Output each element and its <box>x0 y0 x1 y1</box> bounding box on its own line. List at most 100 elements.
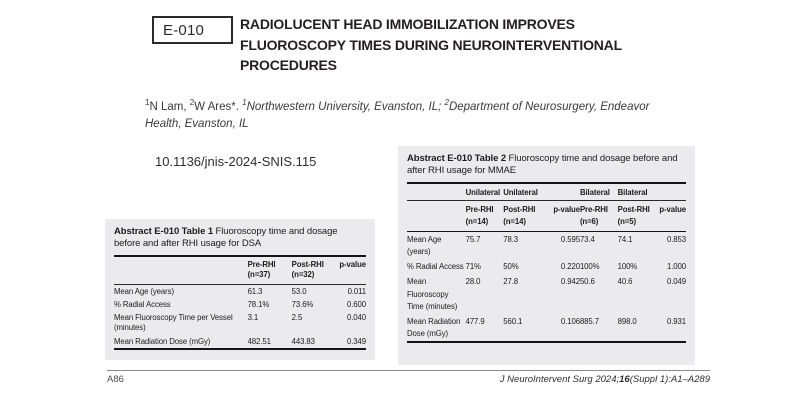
table-row: Mean Radiation Dose (mGy) 477.9 560.1 0.… <box>407 314 686 342</box>
page-number: A86 <box>107 374 124 385</box>
cell-pvalue: 0.106 <box>560 316 580 326</box>
table1: Pre-RHI (n=37) Post-RHI (n=32) p-value M… <box>114 255 366 350</box>
table2-header-post-uni: Post-RHI (n=14) <box>503 200 547 233</box>
page-footer: A86 J NeuroIntervent Surg 2024;16(Suppl … <box>107 370 710 385</box>
cell: 100% <box>617 262 638 272</box>
cell: 560.1 <box>503 316 523 326</box>
cell: 50.6 <box>579 277 595 287</box>
cell: 477.9 <box>465 316 485 326</box>
cell: 71% <box>465 262 481 272</box>
table2: Unilateral Unilateral Bilateral Bilatera… <box>407 182 686 343</box>
abstract-id-box: E-010 <box>152 16 233 44</box>
table1-header-pvalue: p-value <box>335 256 366 285</box>
cell: 75.7 <box>465 235 481 245</box>
row-label: Mean Radiation Dose (mGy) <box>114 336 211 346</box>
row-label: Mean Age (years) <box>114 286 174 296</box>
table1-header-empty <box>114 256 248 285</box>
cell-pre: 78.1% <box>247 299 270 309</box>
row-label: Mean Radiation Dose (mGy) <box>407 316 461 338</box>
cell-pvalue: 0.040 <box>346 313 366 323</box>
table2-title-caption: Fluoroscopy time and dosage before and a… <box>407 153 678 176</box>
affiliation-1: Northwestern University, Evanston, IL; <box>246 100 445 113</box>
cell-pvalue: 0.220 <box>560 262 580 272</box>
table-row: % Radial Access 78.1% 73.6% 0.600 <box>114 298 366 311</box>
table2-group-bilateral-2: Bilateral <box>617 183 653 202</box>
table2-group-unilateral-2: Unilateral <box>503 183 547 202</box>
cell-pvalue: 0.942 <box>560 277 580 287</box>
title-line-3: PROCEDURES <box>240 57 337 73</box>
row-label: Mean Age (years) <box>407 235 442 257</box>
cell-post: 443.83 <box>291 336 315 346</box>
table2-panel: Abstract E-010 Table 2 Fluoroscopy time … <box>398 146 695 365</box>
row-label: Mean Fluoroscopy Time per Vessel (minute… <box>114 313 233 333</box>
row-label: % Radial Access <box>114 299 171 309</box>
table2-header-row: Pre-RHI (n=14) Post-RHI (n=14) p-value P… <box>407 200 686 233</box>
journal-reference: J NeuroIntervent Surg 2024;16(Suppl 1):A… <box>500 374 710 385</box>
table2-group-empty <box>407 183 466 202</box>
table2-header-pre-uni: Pre-RHI (n=14) <box>465 200 504 233</box>
table2-group-blank-2 <box>652 183 686 202</box>
cell: 73.4 <box>579 235 595 245</box>
table2-header-pvalue-bi: p-value <box>652 200 686 233</box>
table-row: Mean Age (years) 61.3 53.0 0.011 <box>114 284 366 298</box>
table2-header-pvalue-uni: p-value <box>546 200 580 233</box>
cell-pvalue: 0.600 <box>346 299 366 309</box>
author-1-sup: 1 <box>145 98 150 107</box>
authors-line: 1N Lam, 2W Ares*. 1Northwestern Universi… <box>145 94 660 133</box>
cell-post: 53.0 <box>291 286 307 296</box>
row-label: Mean Fluoroscopy Time (minutes) <box>407 277 458 311</box>
cell-pvalue: 1.000 <box>666 262 686 272</box>
cell: 74.1 <box>617 235 633 245</box>
title-line-2: FLUOROSCOPY TIMES DURING NEUROINTERVENTI… <box>240 36 622 53</box>
cell-pre: 3.1 <box>247 313 259 323</box>
cell-pvalue: 0.931 <box>666 316 686 326</box>
affiliation-2: Department of Neurosurgery, Endeavor Hea… <box>145 100 650 130</box>
cell: 40.6 <box>617 277 633 287</box>
table2-header-post-bi: Post-RHI (n=5) <box>617 200 653 233</box>
table2-title: Abstract E-010 Table 2 Fluoroscopy time … <box>407 153 686 177</box>
table-row: % Radial Access 71% 50% 0.220 100% 100% … <box>407 259 686 274</box>
table1-title-label: Abstract E-010 Table 1 <box>114 226 213 237</box>
table-row: Mean Fluoroscopy Time (minutes) 28.0 27.… <box>407 274 686 313</box>
table1-header-post: Post-RHI (n=32) <box>291 256 336 285</box>
journal-reference-pre: J NeuroIntervent Surg 2024; <box>499 374 620 385</box>
table1-title: Abstract E-010 Table 1 Fluoroscopy time … <box>114 226 366 250</box>
paper-title: RADIOLUCENT HEAD IMMOBILIZATION IMPROVES… <box>240 14 622 76</box>
row-label: % Radial Access <box>407 262 464 272</box>
cell: 50% <box>503 262 519 272</box>
table1-header-row: Pre-RHI (n=37) Post-RHI (n=32) p-value <box>114 256 366 285</box>
journal-volume: 16 <box>619 374 630 385</box>
cell: 100% <box>579 262 600 272</box>
cell: 28.0 <box>465 277 481 287</box>
table-row: Mean Age (years) 75.7 78.3 0.595 73.4 74… <box>407 232 686 260</box>
abstract-id: E-010 <box>163 21 205 39</box>
cell: 885.7 <box>579 316 599 326</box>
table2-group-bilateral-1: Bilateral <box>579 183 618 202</box>
author-2: W Ares*. <box>194 100 243 113</box>
table1-panel: Abstract E-010 Table 1 Fluoroscopy time … <box>105 219 375 360</box>
cell-post: 2.5 <box>291 313 303 323</box>
cell-pvalue: 0.349 <box>346 336 366 346</box>
table1-title-caption: Fluoroscopy time and dosage before and a… <box>114 226 338 249</box>
journal-reference-post: (Suppl 1):A1–A289 <box>629 374 710 385</box>
cell: 898.0 <box>617 316 637 326</box>
author-1: N Lam, <box>149 100 190 113</box>
cell-pre: 61.3 <box>247 286 263 296</box>
table2-header-pre-bi: Pre-RHI (n=6) <box>579 200 618 233</box>
cell-pvalue: 0.595 <box>560 235 580 245</box>
table2-header-empty <box>407 200 466 233</box>
affiliation-1-sup: 1 <box>242 98 247 107</box>
table2-title-label: Abstract E-010 Table 2 <box>407 153 506 164</box>
table2-group-blank-1 <box>546 183 580 202</box>
cell-pre: 482.51 <box>247 336 271 346</box>
cell: 78.3 <box>503 235 519 245</box>
title-line-1: RADIOLUCENT HEAD IMMOBILIZATION IMPROVES <box>240 16 575 32</box>
cell-pvalue: 0.011 <box>347 286 367 296</box>
table1-header-pre: Pre-RHI (n=37) <box>247 256 292 285</box>
affiliation-2-sup: 2 <box>444 98 449 107</box>
table2-group-header-row: Unilateral Unilateral Bilateral Bilatera… <box>407 183 686 202</box>
cell: 27.8 <box>503 277 519 287</box>
table-row: Mean Radiation Dose (mGy) 482.51 443.83 … <box>114 335 366 349</box>
cell-post: 73.6% <box>291 299 314 309</box>
